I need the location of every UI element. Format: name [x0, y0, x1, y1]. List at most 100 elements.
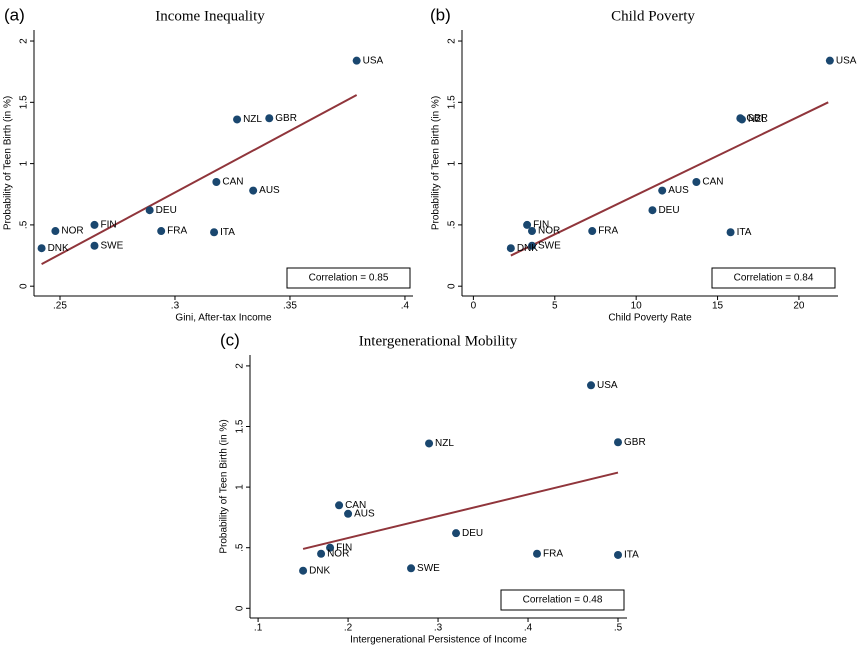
point-label: FRA	[598, 226, 618, 237]
point-label: DNK	[517, 243, 538, 254]
point	[90, 220, 99, 229]
point	[452, 529, 461, 538]
x-tick-label: .25	[53, 301, 67, 312]
point	[506, 244, 515, 253]
point-label: FIN	[336, 542, 352, 553]
point	[37, 244, 46, 253]
point	[614, 550, 623, 559]
point	[527, 241, 536, 250]
point-label: NOR	[327, 548, 349, 559]
point-label: DEU	[658, 205, 679, 216]
chart-title: Child Poverty	[611, 8, 695, 24]
point-label: GBR	[624, 437, 646, 448]
point	[157, 227, 166, 236]
x-tick-label: .3	[171, 301, 180, 312]
x-axis-label: Intergenerational Persistence of Income	[350, 635, 527, 646]
y-tick-label: 0	[235, 605, 246, 611]
x-tick-label: 20	[793, 301, 805, 312]
point-label: DEU	[156, 205, 177, 216]
point-label: SWE	[538, 240, 561, 251]
x-tick-label: 0	[471, 301, 477, 312]
point-label: CAN	[222, 177, 243, 188]
point	[425, 439, 434, 448]
point	[210, 228, 219, 237]
y-tick-label: .5	[235, 543, 246, 552]
point	[407, 564, 416, 573]
x-tick-label: 5	[552, 301, 558, 312]
point-label: FIN	[533, 220, 549, 231]
point	[212, 178, 221, 186]
y-tick-label: 1	[19, 160, 30, 166]
point-label: USA	[363, 55, 384, 66]
point	[335, 501, 344, 510]
point	[249, 186, 258, 195]
point-label: NOR	[61, 226, 83, 237]
point	[90, 241, 99, 250]
point-label: FRA	[543, 548, 563, 559]
point-label: NOR	[538, 226, 560, 237]
x-axis-label: Child Poverty Rate	[608, 313, 692, 324]
point	[648, 206, 657, 215]
annotation-box	[500, 589, 625, 611]
point-label: SWE	[417, 563, 440, 574]
fit-line	[302, 471, 619, 550]
x-tick-label: .3	[434, 623, 443, 634]
point	[726, 228, 735, 237]
point	[51, 227, 60, 236]
point	[326, 543, 335, 552]
y-tick-label: .5	[447, 220, 458, 229]
annotation-box	[286, 267, 411, 289]
point	[523, 220, 532, 229]
x-tick-label: 10	[631, 301, 643, 312]
chart-title: Intergenerational Mobility	[359, 333, 518, 349]
point-label: GBR	[746, 113, 768, 124]
point	[265, 114, 274, 123]
point-label: CAN	[345, 500, 366, 511]
point-label: NZL	[243, 114, 262, 125]
x-tick-label: .5	[614, 623, 623, 634]
point-label: ITA	[624, 550, 639, 561]
point-label: NZL	[748, 114, 767, 125]
y-tick-label: 1	[235, 484, 246, 490]
point	[658, 186, 667, 195]
point-label: CAN	[702, 177, 723, 188]
point-label: AUS	[259, 185, 280, 196]
y-axis-label: Probability of Teen Birth (in %)	[219, 419, 230, 553]
chart-title: Income Inequality	[155, 8, 265, 24]
point-label: DNK	[48, 243, 69, 254]
point-label: AUS	[668, 185, 689, 196]
point	[352, 56, 361, 65]
annotation-box	[711, 267, 836, 289]
point	[233, 115, 242, 124]
y-axis-label: Probability of Teen Birth (in %)	[3, 96, 14, 230]
point-label: DNK	[309, 565, 330, 576]
point-label: NZL	[435, 438, 454, 449]
point	[588, 227, 597, 236]
point-label: USA	[836, 55, 857, 66]
fit-line	[510, 101, 829, 257]
annotation: Correlation = 0.85	[309, 273, 389, 284]
y-tick-label: .5	[19, 220, 30, 229]
point-label: USA	[597, 380, 618, 391]
point	[825, 56, 834, 65]
annotation: Correlation = 0.48	[523, 595, 603, 606]
y-tick-label: 2	[19, 38, 30, 44]
point-label: DEU	[462, 528, 483, 539]
y-tick-label: 0	[19, 283, 30, 289]
point-label: AUS	[354, 508, 375, 519]
x-tick-label: .4	[524, 623, 533, 634]
x-tick-label: .35	[283, 301, 297, 312]
panel-label: (a)	[4, 5, 25, 24]
y-tick-label: 0	[447, 283, 458, 289]
panel-label: (c)	[220, 330, 240, 349]
point	[692, 178, 701, 186]
point-label: ITA	[737, 227, 752, 238]
y-tick-label: 1.5	[235, 419, 246, 433]
y-tick-label: 1.5	[447, 95, 458, 109]
y-tick-label: 1.5	[19, 95, 30, 109]
y-tick-label: 2	[235, 363, 246, 369]
x-tick-label: 15	[712, 301, 724, 312]
point-label: FIN	[100, 220, 116, 231]
point	[344, 509, 353, 518]
